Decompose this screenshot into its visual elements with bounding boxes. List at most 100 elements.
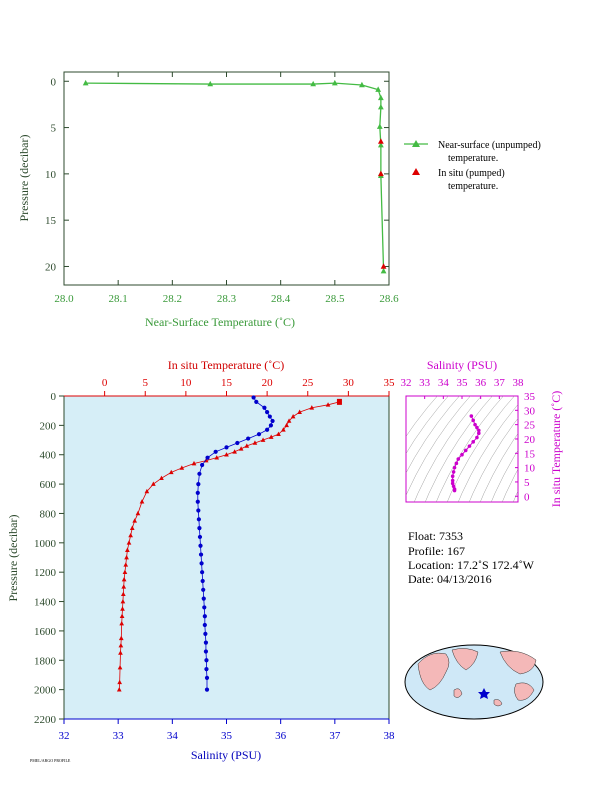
temperature-point [119, 620, 125, 626]
salinity-point [200, 578, 205, 584]
density-contour [490, 449, 518, 502]
salinity-point [265, 410, 270, 415]
ts-sal-tick-label: 36 [475, 377, 487, 389]
temperature-point [224, 452, 229, 457]
salinity-point [197, 534, 203, 540]
density-contour [531, 376, 612, 512]
temperature-point [118, 650, 123, 655]
density-contour [457, 404, 518, 502]
ts-temp-tick-label: 30 [524, 405, 536, 417]
top-series-group [82, 79, 387, 274]
temp-tick-label: 30 [343, 377, 355, 389]
temperature-point [268, 434, 274, 439]
top-y-tick-label: 5 [51, 123, 57, 135]
density-contour [446, 396, 515, 502]
temperature-point [191, 460, 197, 466]
salinity-point [197, 471, 202, 476]
temperature-point [297, 409, 302, 414]
ts-top-axis-label: Salinity (PSU) [427, 358, 497, 372]
temperature-point [214, 455, 220, 460]
temperature-point [129, 525, 135, 530]
density-contour [406, 396, 449, 454]
salinity-point [205, 455, 210, 460]
temperature-point [238, 446, 244, 451]
temperature-point [159, 475, 164, 481]
temperature-point [120, 591, 126, 597]
ts-temp-tick-label: 15 [524, 448, 536, 460]
ts-y-axis-label: In situ Temperature (˚C) [549, 391, 563, 508]
salinity-point [256, 432, 262, 437]
salinity-point [270, 418, 275, 424]
temp-tick-label: 35 [384, 377, 396, 389]
sal-tick-label: 37 [329, 730, 341, 742]
salinity-point [195, 499, 200, 504]
salinity-point [196, 517, 201, 522]
legend-label-in-situ-2: temperature. [448, 181, 498, 192]
top-y-tick-label: 10 [45, 169, 57, 181]
temperature-point [119, 613, 125, 619]
temp-tick-label: 5 [143, 377, 149, 389]
density-contour [413, 396, 482, 502]
world-map-inset [404, 644, 544, 720]
density-contour [406, 396, 471, 496]
density-contour [406, 396, 460, 474]
near-surface-point [376, 123, 383, 129]
temperature-point [118, 635, 124, 641]
top-x-tick-label: 28.0 [54, 293, 74, 305]
salinity-point [196, 481, 201, 487]
salinity-profile-line [197, 397, 273, 690]
ts-temp-tick-label: 25 [524, 420, 536, 432]
ts-point [475, 435, 479, 440]
in-situ-point [380, 263, 387, 269]
location: Location: 17.2˚S 172.4˚W [408, 558, 535, 572]
ts-temp-tick-label: 0 [524, 491, 530, 503]
top-chart-legend: Near-surface (unpumped) temperature. In … [404, 140, 541, 192]
temp-tick-label: 15 [221, 377, 233, 389]
temperature-point [232, 449, 237, 454]
ts-plot-frame [405, 395, 519, 503]
salinity-point [198, 543, 203, 548]
top-x-tick-label: 28.1 [109, 293, 128, 305]
temperature-point [260, 437, 266, 442]
top-y-tick-label: 15 [45, 215, 57, 227]
ts-point [475, 425, 479, 430]
salinity-point [202, 622, 207, 628]
temp-tick-label: 25 [302, 377, 314, 389]
top-y-tick-label: 20 [45, 261, 57, 273]
main-series-group [116, 395, 342, 692]
ts-density-contours [406, 376, 612, 512]
ts-point [450, 478, 455, 483]
ts-point [463, 448, 468, 453]
ts-contour-lines [406, 376, 612, 512]
ts-temp-tick-label: 35 [524, 391, 536, 403]
float-id: Float: 7353 [408, 529, 463, 543]
temperature-point [135, 510, 141, 516]
ts-sal-tick-label: 34 [438, 377, 450, 389]
pressure-tick-label: 1200 [34, 567, 57, 579]
salinity-point [197, 526, 202, 531]
ts-temp-tick-label: 20 [524, 434, 536, 446]
top-x-axis-label: Near-Surface Temperature (˚C) [145, 315, 295, 329]
top-axis-ticks: 28.0 28.1 28.2 28.3 28.4 28.5 28.6 0 5 10 15 20 [45, 72, 399, 305]
main-top-axis-label: In situ Temperature (˚C) [168, 358, 285, 372]
in-situ-point [377, 170, 384, 177]
legend-marker-near-surface [412, 140, 420, 147]
top-y-axis-label: Pressure (decibar) [17, 135, 31, 222]
salinity-point [203, 640, 209, 645]
temperature-point [122, 569, 128, 575]
salinity-point [204, 666, 209, 672]
date: Date: 04/13/2016 [408, 572, 492, 586]
ts-point [450, 481, 455, 486]
temperature-point [252, 440, 258, 445]
ts-temp-tick-label: 5 [524, 477, 530, 489]
salinity-point [262, 405, 267, 410]
sal-tick-label: 38 [384, 730, 396, 742]
pressure-tick-label: 1800 [34, 655, 57, 667]
salinity-point [203, 649, 209, 654]
temperature-point [151, 481, 156, 486]
ts-point [469, 414, 474, 418]
ts-sal-tick-label: 37 [494, 377, 506, 389]
ts-point [467, 444, 472, 448]
density-contour [479, 433, 518, 502]
temperature-point [128, 532, 133, 538]
